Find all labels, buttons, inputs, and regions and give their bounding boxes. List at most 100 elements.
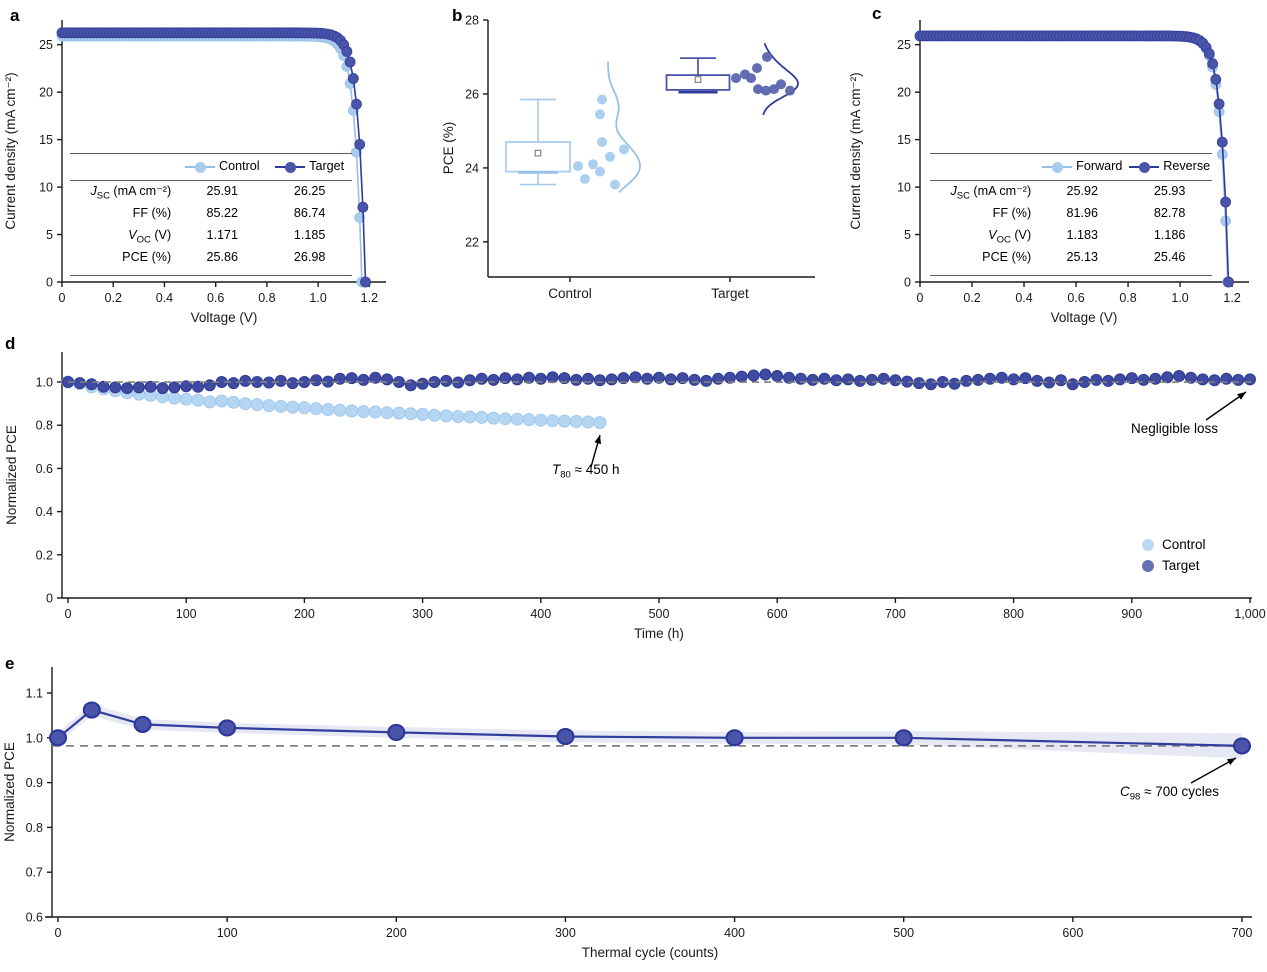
y-tick-label: 0.6 — [36, 462, 53, 476]
arrow-icon — [594, 435, 601, 445]
x-tick-label: 1,000 — [1234, 607, 1265, 621]
annotation-t80: T80 ≈ 450 h — [552, 462, 620, 481]
x-tick-label: 1.0 — [1171, 291, 1188, 305]
x-tick-label: 0.2 — [963, 291, 980, 305]
x-tick-label: 300 — [412, 607, 433, 621]
chart-d-stability: 0 100 200 300 400 500 600 700 800 900 1,000 0 0.2 0.4… — [4, 352, 1266, 641]
data-point-marker — [82, 701, 101, 719]
group-control — [505, 61, 641, 193]
annotation-negligible-loss: Negligible loss — [1131, 421, 1219, 436]
data-point-marker — [752, 63, 762, 74]
panel-label-a: a — [10, 6, 20, 25]
cell-value: 26.25 — [293, 183, 326, 198]
legend-item-target: Target — [1142, 555, 1206, 576]
legend-item-control: Control — [1142, 534, 1206, 555]
data-point-marker — [1232, 737, 1252, 755]
cell-value: 81.96 — [1066, 205, 1099, 220]
table-row: JSC (mA cm⁻²) 25.92 25.93 — [930, 183, 1212, 205]
x-tick-label: 0 — [55, 926, 62, 940]
chart-a-jv-curves: 0 0.2 0.4 0.6 0.8 1.0 1.2 0 5 10 15 20 25 Voltage (V)… — [3, 20, 386, 325]
x-tick-label: 100 — [176, 607, 197, 621]
y-tick-label: 26 — [465, 87, 479, 101]
y-tick-label: 0.7 — [26, 866, 43, 880]
chart-e-thermal-cycles: 0 100 200 300 400 500 600 700 0.6 0.7 0.8 0.9 1.0 1.1… — [2, 667, 1253, 960]
y-tick-label: 1.0 — [36, 376, 53, 390]
data-point-marker — [762, 52, 772, 62]
x-tick-label: 0.6 — [1067, 291, 1084, 305]
x-tick-label: 700 — [885, 607, 906, 621]
table-row: PCE (%) 25.86 26.98 — [70, 249, 352, 271]
y-axis-label: Normalized PCE — [4, 425, 19, 525]
legend-panel-d: Control Target — [1142, 534, 1206, 576]
legend-label: Target — [309, 159, 345, 173]
y-tick-label: 0.9 — [26, 776, 43, 790]
cell-value: 86.74 — [293, 205, 326, 220]
chart-b-pce-distribution: 22 24 26 28 PCE (%) Control Target — [441, 14, 815, 301]
x-axis-label: Time (h) — [634, 626, 684, 641]
x-tick-label: 400 — [530, 607, 551, 621]
reverse-series-marker-icon — [1129, 161, 1160, 173]
y-tick-label: 0.4 — [36, 505, 53, 519]
y-axis-label: Normalized PCE — [2, 742, 17, 842]
x-axis-label: Thermal cycle (counts) — [582, 945, 719, 960]
data-point-marker — [595, 166, 605, 177]
cell-value: 25.13 — [1066, 249, 1099, 264]
data-point-marker — [610, 179, 620, 190]
data-point-marker — [753, 84, 763, 95]
y-tick-label: 15 — [39, 133, 53, 147]
panel-label-d: d — [5, 334, 16, 353]
y-tick-label: 20 — [39, 86, 53, 100]
legend-label: Forward — [1076, 159, 1123, 173]
cell-value: 1.171 — [206, 227, 239, 242]
y-tick-label: 10 — [39, 181, 53, 195]
target-series-marker-icon — [275, 161, 306, 173]
x-tick-label: 600 — [767, 607, 788, 621]
x-tick-label: 900 — [1121, 607, 1142, 621]
table-row: PCE (%) 25.13 25.46 — [930, 249, 1212, 271]
data-point-marker — [48, 729, 68, 747]
y-tick-label: 25 — [39, 38, 53, 52]
mean-marker — [694, 76, 702, 83]
data-point-marker — [785, 85, 795, 96]
y-tick-label: 0.8 — [26, 821, 43, 835]
error-band — [58, 704, 1242, 759]
x-tick-label: 400 — [724, 926, 745, 940]
data-point-marker — [595, 109, 605, 120]
data-point-marker — [133, 715, 152, 733]
x-tick-label: 200 — [294, 607, 315, 621]
y-tick-label: 0.6 — [26, 911, 43, 925]
y-tick-label: 0.8 — [36, 419, 53, 433]
jv-table-a: Control Target JSC (mA cm⁻²) 25.91 26.25… — [70, 153, 352, 276]
jv-table-c-legend-row: Forward Reverse — [930, 153, 1212, 181]
legend-label: Control — [218, 159, 260, 173]
x-tick-label: 500 — [893, 926, 914, 940]
panel-label-b: b — [452, 6, 463, 25]
x-tick-label: 700 — [1232, 926, 1253, 940]
x-tick-label: 500 — [649, 607, 670, 621]
annotation-c98: C98 ≈ 700 cycles — [1120, 784, 1220, 803]
legend-label: Target — [1162, 558, 1200, 573]
jv-table-c: Forward Reverse JSC (mA cm⁻²) 25.92 25.9… — [930, 153, 1212, 276]
x-tick-label: 0.2 — [105, 291, 122, 305]
y-tick-label: 28 — [465, 14, 479, 28]
cell-value: 25.46 — [1153, 249, 1186, 264]
y-axis-label: Current density (mA cm⁻²) — [848, 72, 863, 229]
x-tick-label: 1.0 — [309, 291, 326, 305]
data-point-marker — [761, 85, 771, 96]
table-row: VOC (V) 1.183 1.186 — [930, 227, 1212, 249]
mean-marker — [534, 149, 542, 157]
cell-value: 25.86 — [206, 249, 239, 264]
y-tick-label: 10 — [897, 181, 911, 195]
arrow-icon — [1226, 758, 1236, 766]
x-tick-label: 0 — [59, 291, 66, 305]
series-markers — [48, 701, 1252, 755]
series-target — [56, 27, 371, 288]
x-tick-label: 300 — [555, 926, 576, 940]
y-tick-label: 0.2 — [36, 548, 53, 562]
box — [505, 141, 571, 173]
cell-value: 1.183 — [1066, 227, 1099, 242]
x-tick-label: 0.6 — [207, 291, 224, 305]
jv-table-a-legend-row: Control Target — [70, 153, 352, 181]
series-reverse — [914, 30, 1234, 288]
